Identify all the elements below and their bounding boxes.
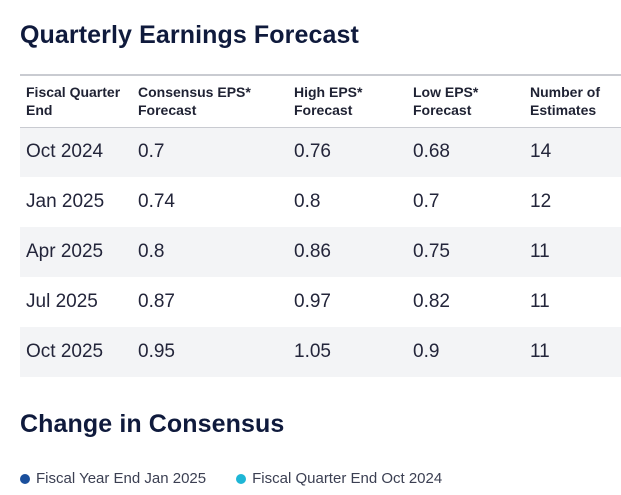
- cell-low-eps: 0.82: [413, 291, 450, 312]
- cell-number-of-estimates: 11: [530, 241, 550, 262]
- cell-high-eps: 0.8: [294, 191, 321, 212]
- legend-dot-icon: [236, 473, 247, 484]
- legend-label: Fiscal Year End Jan 2025: [36, 470, 207, 487]
- cell-high-eps: 0.76: [294, 141, 331, 163]
- cell-low-eps: 0.75: [413, 241, 450, 262]
- column-header-consensus-eps: Consensus EPS* Forecast: [138, 84, 251, 119]
- legend-label: Fiscal Quarter End Oct 2024: [252, 470, 443, 487]
- legend-item-fiscal-year[interactable]: Fiscal Year End Jan 2025: [20, 470, 206, 487]
- table-row: Jan 2025 0.74 0.8 0.7 12: [20, 177, 621, 227]
- cell-fiscal-quarter-end: Jul 2025: [26, 291, 98, 312]
- table-header-row: Fiscal Quarter End Consensus EPS* Foreca…: [20, 75, 621, 127]
- change-in-consensus-title: Change in Consensus: [20, 410, 285, 438]
- cell-consensus-eps: 0.74: [138, 191, 175, 212]
- cell-number-of-estimates: 12: [530, 191, 552, 212]
- earnings-forecast-title: Quarterly Earnings Forecast: [20, 21, 359, 49]
- cell-fiscal-quarter-end: Oct 2025: [26, 341, 104, 362]
- table-row: Apr 2025 0.8 0.86 0.75 11: [20, 227, 621, 277]
- cell-fiscal-quarter-end: Jan 2025: [26, 191, 105, 212]
- cell-consensus-eps: 0.8: [138, 241, 165, 262]
- cell-fiscal-quarter-end: Apr 2025: [26, 241, 104, 262]
- cell-high-eps: 0.97: [294, 291, 331, 312]
- cell-number-of-estimates: 14: [530, 141, 552, 163]
- table-row: Oct 2024 0.7 0.76 0.68 14: [20, 127, 621, 177]
- cell-high-eps: 0.86: [294, 241, 331, 262]
- cell-low-eps: 0.68: [413, 141, 450, 163]
- cell-consensus-eps: 0.7: [138, 141, 165, 163]
- legend-dot-icon: [20, 473, 30, 484]
- cell-number-of-estimates: 11: [530, 291, 550, 312]
- table-row: Oct 2025 0.95 1.05 0.9 11: [20, 327, 621, 377]
- cell-consensus-eps: 0.95: [138, 341, 175, 362]
- cell-low-eps: 0.9: [413, 341, 440, 362]
- cell-high-eps: 1.05: [294, 341, 331, 362]
- chart-legend: Fiscal Year End Jan 2025 Fiscal Quarter …: [20, 470, 472, 487]
- column-header-low-eps: Low EPS* Forecast: [413, 84, 479, 119]
- column-header-fiscal-quarter-end: Fiscal Quarter End: [26, 84, 121, 119]
- cell-fiscal-quarter-end: Oct 2024: [26, 141, 104, 163]
- column-header-number-of-estimates: Number of Estimates: [530, 84, 600, 119]
- legend-item-fiscal-quarter[interactable]: Fiscal Quarter End Oct 2024: [236, 470, 442, 487]
- cell-consensus-eps: 0.87: [138, 291, 175, 312]
- column-header-high-eps: High EPS* Forecast: [294, 84, 363, 119]
- cell-number-of-estimates: 11: [530, 341, 550, 362]
- cell-low-eps: 0.7: [413, 191, 440, 212]
- earnings-forecast-table: Fiscal Quarter End Consensus EPS* Foreca…: [20, 74, 621, 377]
- table-row: Jul 2025 0.87 0.97 0.82 11: [20, 277, 621, 327]
